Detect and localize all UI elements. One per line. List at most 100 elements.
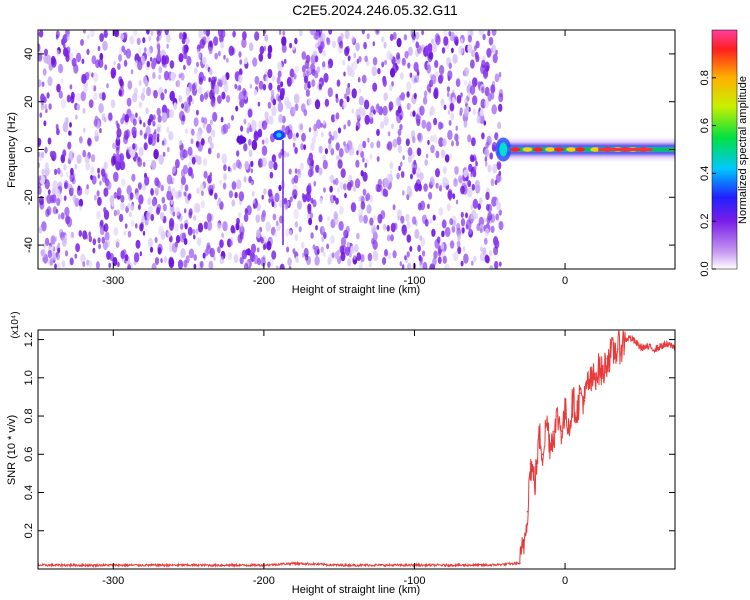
heatmap-cell [293, 208, 299, 220]
heatmap-cell [432, 264, 436, 269]
heatmap-cell [135, 112, 138, 118]
heatmap-cell [243, 118, 247, 125]
heatmap-cell [236, 85, 240, 91]
snr-point [529, 463, 532, 465]
heatmap-cell [63, 164, 67, 171]
heatmap-cell [372, 56, 378, 66]
heatmap-cell [156, 52, 161, 62]
heatmap-cell [352, 185, 357, 192]
heatmap-cell [386, 225, 390, 232]
heatmap-cell [463, 107, 470, 118]
heatmap-cell [438, 64, 445, 75]
heatmap-cell [271, 198, 275, 206]
heatmap-cell [375, 104, 381, 113]
heatmap-cell [153, 149, 159, 160]
heatmap-cell [274, 192, 280, 203]
heatmap-cell [400, 161, 403, 167]
heatmap-cell [346, 241, 350, 248]
heatmap-cell [373, 215, 377, 221]
heatmap-cell [196, 155, 202, 166]
heatmap-cell [103, 223, 109, 233]
heatmap-cell [279, 263, 285, 269]
heatmap-cell [468, 163, 473, 172]
heatmap-cell [182, 164, 188, 175]
snr-point [556, 415, 559, 417]
heatmap-cell [455, 139, 460, 147]
spectrogram-y-ticks: -40 -20 0 20 40 [23, 48, 675, 253]
heatmap-cell [314, 55, 319, 63]
heatmap-cell [242, 31, 247, 40]
heatmap-cell [47, 249, 52, 259]
heatmap-cell [407, 62, 411, 69]
heatmap-cell [146, 48, 152, 57]
heatmap-cell [50, 235, 56, 245]
heatmap-cell [223, 83, 229, 93]
heatmap-cell [150, 187, 154, 196]
heatmap-cell [221, 91, 226, 100]
heatmap-cell [358, 56, 362, 63]
heatmap-cell [64, 206, 70, 217]
heatmap-cell [394, 62, 398, 68]
heatmap-cell [437, 256, 442, 265]
heatmap-cell [230, 240, 233, 246]
heatmap-cell [443, 104, 447, 111]
heatmap-cell [427, 43, 433, 53]
heatmap-cell [41, 168, 45, 176]
heatmap-cell [317, 249, 320, 255]
heatmap-cell [479, 227, 483, 234]
heatmap-cell [407, 262, 412, 269]
heatmap-cell [397, 215, 400, 221]
heatmap-cell [449, 102, 455, 112]
heatmap-cell [399, 261, 402, 267]
heatmap-cell [426, 64, 432, 74]
heatmap-cell [456, 240, 461, 248]
heatmap-cell [362, 188, 367, 196]
heatmap-cell [110, 99, 116, 109]
heatmap-cell [38, 195, 44, 206]
snr-point [591, 380, 593, 383]
snr-series-line [38, 330, 675, 569]
heatmap-cell [81, 58, 85, 64]
heatmap-cell [414, 182, 420, 192]
heatmap-cell [66, 33, 71, 41]
heatmap-cell [300, 241, 305, 249]
heatmap-cell [382, 78, 387, 87]
heatmap-cell [343, 183, 347, 191]
heatmap-cell [97, 167, 101, 174]
heatmap-cell [347, 82, 351, 88]
heatmap-cell [311, 136, 316, 145]
heatmap-cell [381, 36, 385, 43]
heatmap-cell [281, 36, 287, 46]
y-tick-label: 0.6 [23, 447, 35, 462]
snr-x-ticks: -300 -200 -100 0 [102, 330, 568, 587]
heatmap-cell [199, 183, 205, 192]
heatmap-cell [90, 154, 96, 163]
heatmap-cell [113, 171, 119, 182]
heatmap-cell [344, 30, 350, 40]
heatmap-cell [199, 93, 204, 103]
heatmap-cell [88, 99, 94, 108]
heatmap-cell [454, 133, 459, 142]
heatmap-cell [120, 194, 125, 203]
snr-point [576, 411, 578, 414]
snr-point [629, 336, 631, 339]
heatmap-cell [181, 103, 184, 109]
heatmap-cell [135, 192, 140, 200]
heatmap-cell [392, 204, 396, 211]
heatmap-cell [419, 200, 426, 211]
heatmap-cell [387, 131, 391, 137]
heatmap-cell [335, 112, 340, 120]
heatmap-cell [438, 137, 444, 148]
heatmap-cell [388, 84, 393, 92]
heatmap-cell [188, 95, 193, 103]
heatmap-cell [451, 140, 454, 147]
heatmap-cell [493, 236, 499, 246]
heatmap-cell [180, 176, 186, 186]
heatmap-cell [304, 60, 310, 69]
heatmap-cell [158, 225, 164, 237]
heatmap-cell [220, 41, 225, 49]
heatmap-cell [133, 30, 138, 37]
heatmap-cell [436, 236, 441, 244]
heatmap-cell [453, 178, 458, 187]
heatmap-cell [145, 30, 150, 35]
